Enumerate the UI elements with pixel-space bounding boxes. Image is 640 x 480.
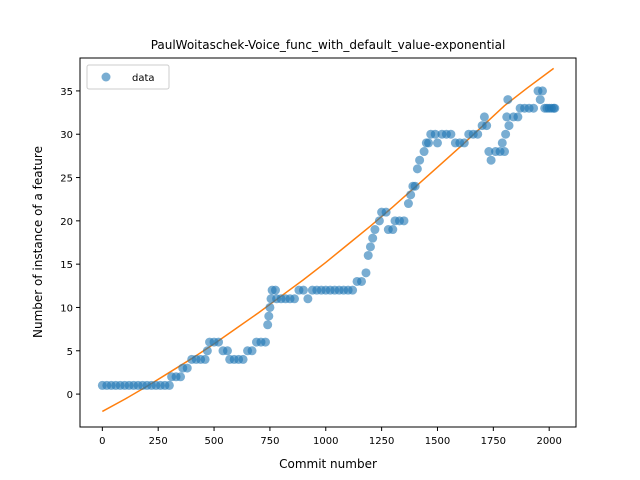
data-point [270, 285, 280, 295]
legend-label-data: data [132, 73, 155, 84]
y-tick-label: 5 [67, 347, 73, 358]
data-point [357, 276, 367, 286]
marks-layer [97, 67, 560, 413]
x-tick-label: 1250 [369, 436, 394, 447]
data-point [403, 199, 413, 209]
data-point [479, 112, 489, 122]
data-point [473, 129, 483, 139]
data-point [486, 155, 496, 165]
data-point [410, 181, 420, 191]
data-point [263, 320, 273, 330]
data-point [222, 346, 232, 356]
y-tick-label: 15 [60, 260, 73, 271]
data-point [182, 363, 192, 373]
data-point [247, 346, 257, 356]
data-point [513, 112, 523, 122]
data-point [497, 138, 507, 148]
axes-layer: 0 250 500 750 1000 1250 1500 1750 2000 0 5 10 15 20 25… [60, 87, 562, 447]
y-tick-label: 30 [60, 130, 73, 141]
data-point [202, 346, 212, 356]
plot-frame [79, 57, 577, 428]
data-point [399, 216, 409, 226]
y-tick-label: 25 [60, 174, 73, 185]
data-point [260, 337, 270, 347]
data-point [388, 225, 398, 235]
data-point [504, 121, 514, 131]
data-point [430, 129, 440, 139]
data-point [265, 302, 275, 312]
legend: data [86, 64, 170, 90]
legend-marker [101, 72, 111, 82]
data-point [537, 86, 547, 96]
data-point [365, 242, 375, 252]
data-point [348, 285, 358, 295]
x-tick-label: 1000 [313, 436, 338, 447]
x-tick-label: 2000 [536, 436, 561, 447]
y-tick-label: 10 [60, 303, 73, 314]
data-point [176, 372, 186, 382]
x-tick-label: 0 [99, 436, 105, 447]
data-point [432, 138, 442, 148]
data-point [459, 138, 469, 148]
data-point [264, 311, 274, 321]
data-point [415, 155, 425, 165]
data-point [374, 216, 384, 226]
x-axis-label: Commit number [279, 457, 377, 471]
data-point [502, 112, 512, 122]
x-tick-label: 750 [260, 436, 279, 447]
data-point [535, 95, 545, 105]
x-tick-label: 500 [205, 436, 224, 447]
data-point [406, 190, 416, 200]
data-point [550, 103, 560, 113]
y-tick-label: 20 [60, 217, 73, 228]
data-point [381, 207, 391, 217]
data-point [289, 294, 299, 304]
data-point [298, 285, 308, 295]
x-tick-label: 250 [149, 436, 168, 447]
x-tick-label: 1500 [425, 436, 450, 447]
data-point [200, 354, 210, 364]
data-point [446, 129, 456, 139]
data-point [501, 129, 511, 139]
x-tick-label: 1750 [481, 436, 506, 447]
data-point [363, 250, 373, 260]
data-point [214, 337, 224, 347]
data-point [503, 95, 513, 105]
data-point [419, 147, 429, 157]
data-point [412, 164, 422, 174]
data-point [424, 138, 434, 148]
data-point [370, 225, 380, 235]
data-point [368, 233, 378, 243]
y-axis-label: Number of instance of a feature [31, 146, 45, 338]
y-tick-label: 0 [67, 390, 73, 401]
data-point [500, 147, 510, 157]
data-point [484, 147, 494, 157]
data-point [303, 294, 313, 304]
data-point [482, 121, 492, 131]
data-point [529, 103, 539, 113]
data-point [361, 268, 371, 278]
chart-title: PaulWoitaschek-Voice_func_with_default_v… [151, 38, 506, 52]
legend-box [86, 64, 170, 90]
data-point [238, 354, 248, 364]
plot-area [80, 58, 576, 427]
data-point [164, 380, 174, 390]
y-tick-label: 35 [60, 87, 73, 98]
